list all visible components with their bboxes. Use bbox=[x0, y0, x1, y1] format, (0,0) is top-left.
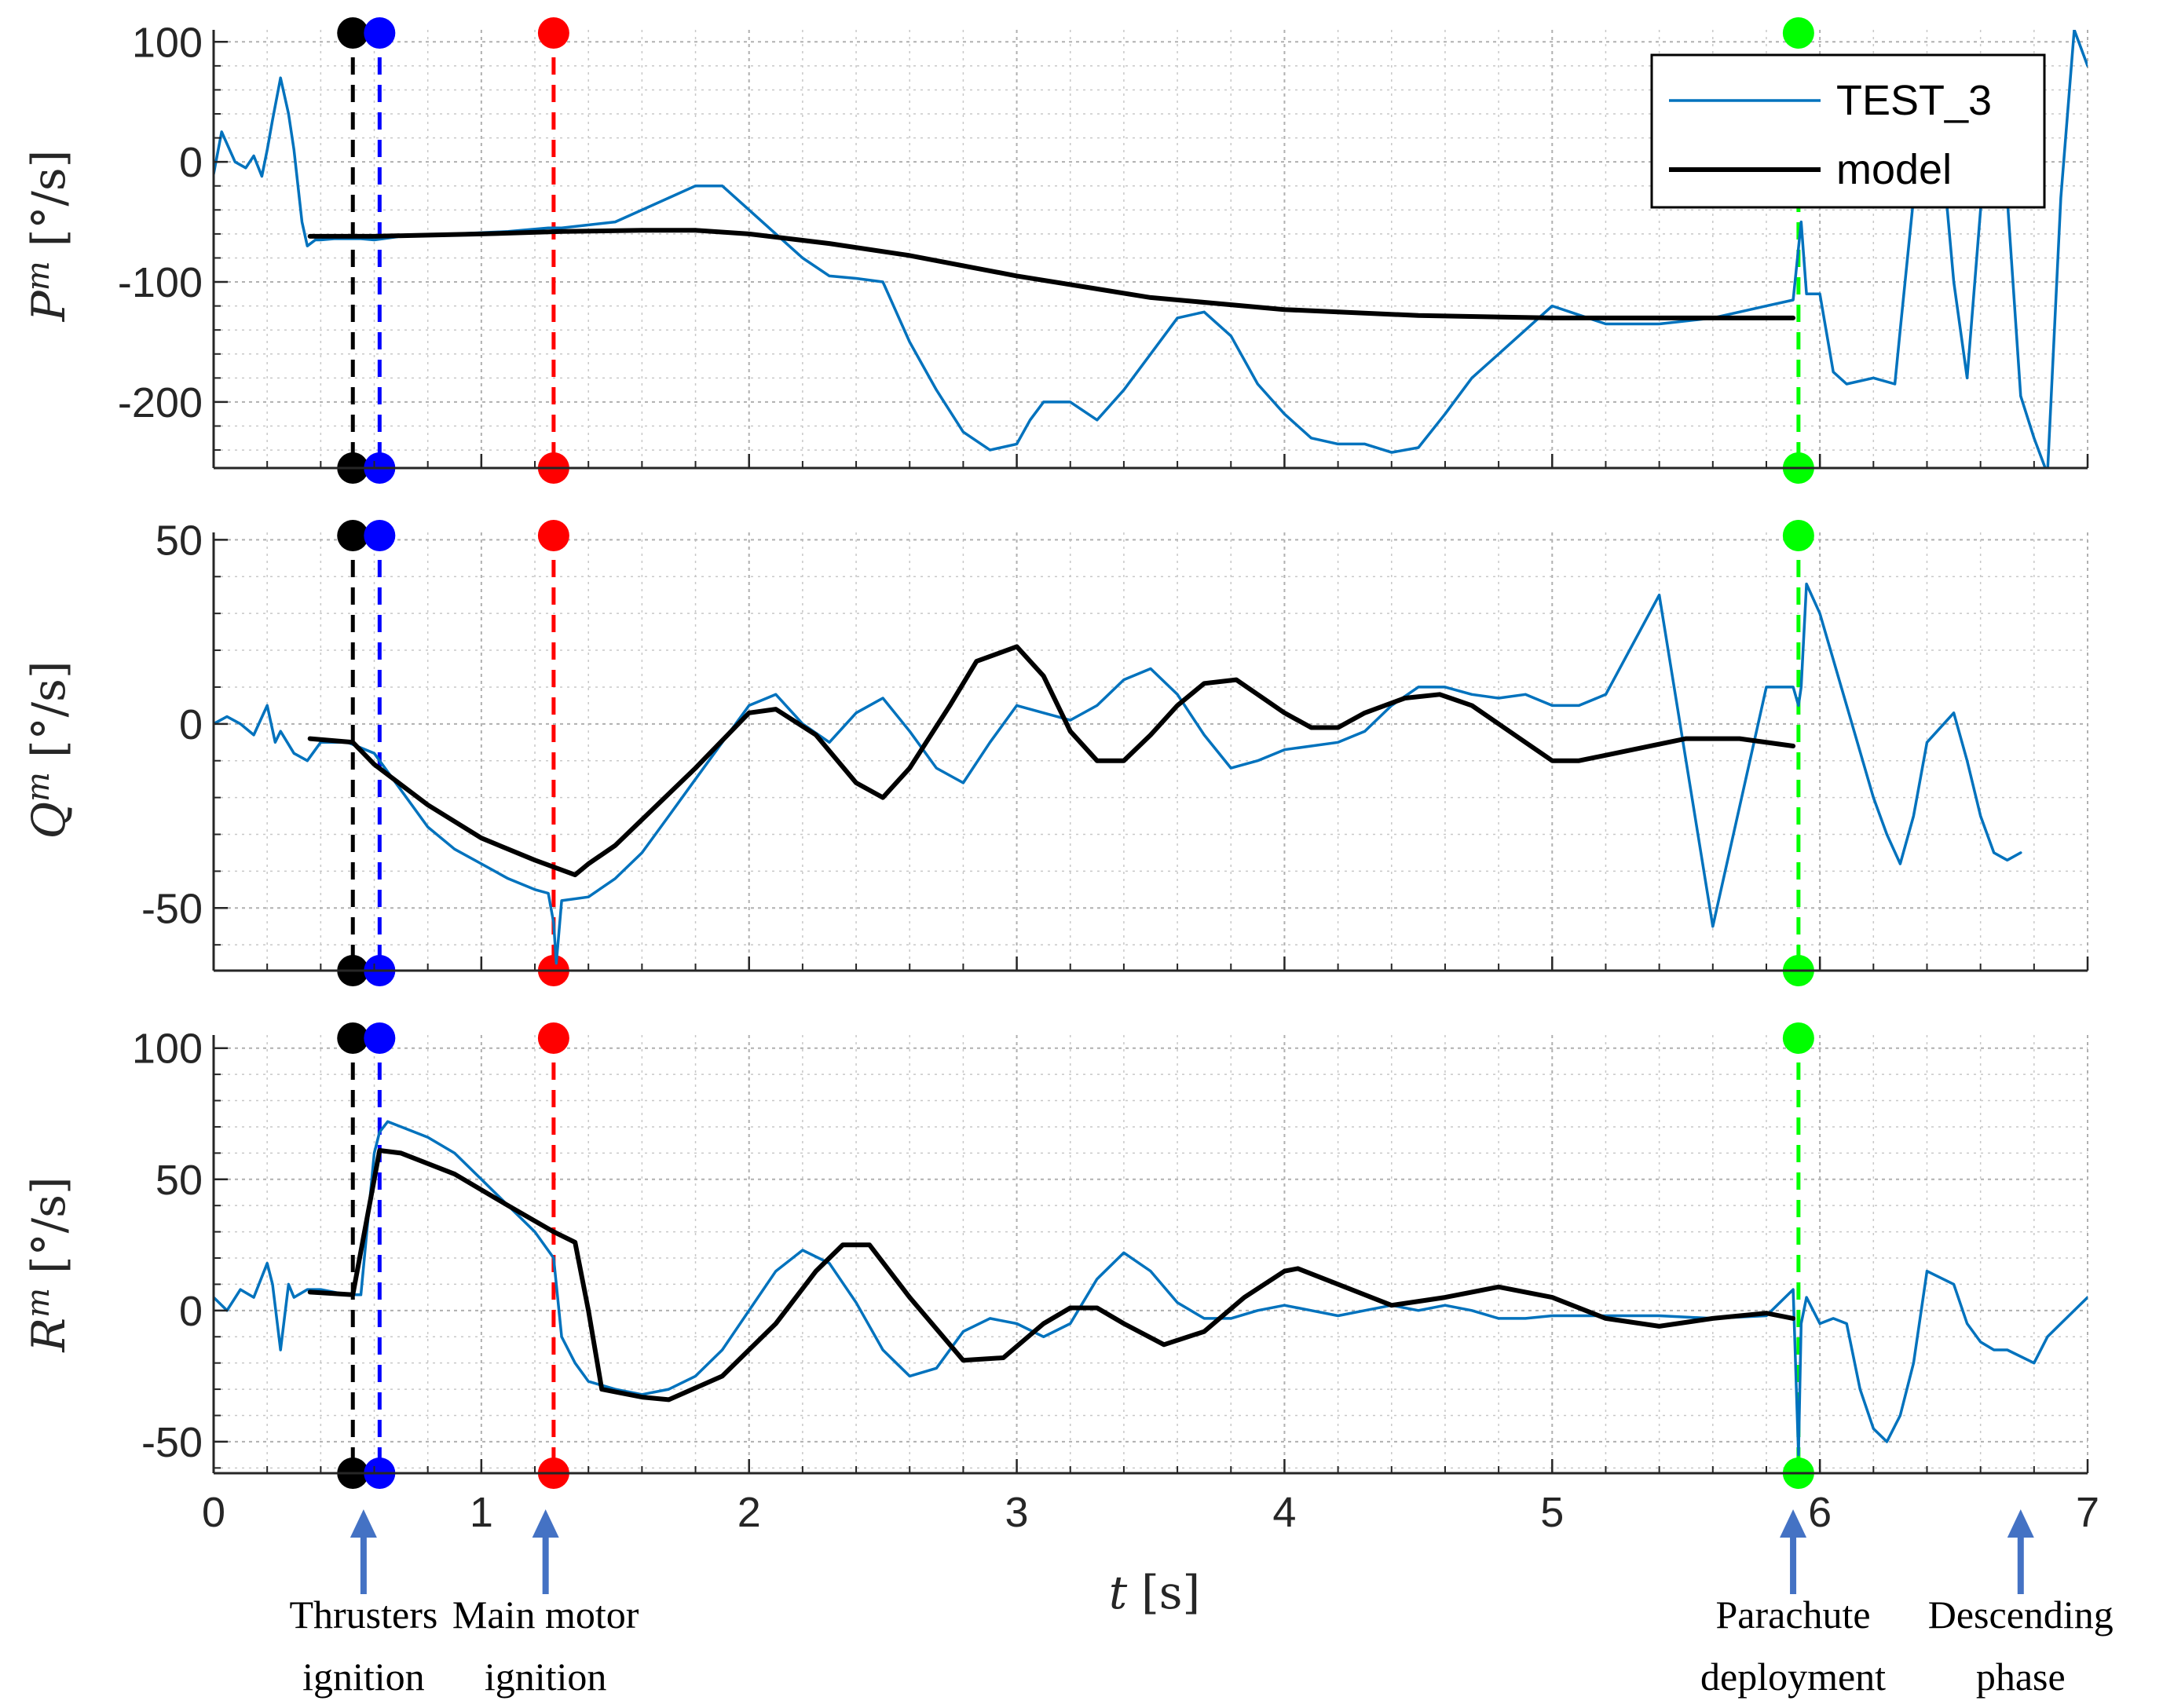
legend: TEST_3 model bbox=[1650, 53, 2046, 209]
x-tick-label: 0 bbox=[202, 1489, 225, 1536]
x-tick-label: 2 bbox=[737, 1489, 761, 1536]
legend-box bbox=[1650, 53, 2046, 209]
y-tick-label-r: -50 bbox=[141, 1419, 203, 1466]
annotation-arrow-head bbox=[532, 1509, 559, 1538]
event-markers bbox=[337, 17, 1814, 1489]
x-axis-label: t [s] bbox=[1109, 1566, 1200, 1619]
event-dot-main-motor-ignition bbox=[537, 520, 569, 551]
axes-frames bbox=[212, 30, 2089, 1475]
y-tick-label-p: -200 bbox=[118, 379, 203, 426]
series-q-test3 bbox=[214, 582, 2022, 965]
annotation-label-line1: Thrusters bbox=[289, 1593, 437, 1637]
y-tick-label-q: 0 bbox=[179, 701, 203, 748]
annotation-label-line1: Descending bbox=[1928, 1593, 2114, 1637]
event-dot-thrusters-command bbox=[337, 17, 369, 49]
y-tick-label-r: 100 bbox=[132, 1026, 203, 1073]
x-tick-label: 4 bbox=[1272, 1489, 1296, 1536]
y-axis-label-q: Qm[°/s] bbox=[20, 660, 75, 839]
annotation-label-line2: ignition bbox=[302, 1655, 425, 1699]
event-dot-thrusters-command bbox=[337, 520, 369, 551]
event-dot-main-motor-ignition bbox=[537, 17, 569, 49]
event-dot-thrusters-ignition bbox=[364, 17, 396, 49]
annotation-label-line1: Parachute bbox=[1715, 1593, 1870, 1637]
series-r-model bbox=[307, 1148, 1796, 1403]
y-tick-label-r: 50 bbox=[156, 1157, 203, 1204]
annotation-arrow-head bbox=[1780, 1509, 1807, 1538]
event-dot-thrusters-ignition bbox=[364, 520, 396, 551]
legend-label-model: model bbox=[1836, 146, 1952, 193]
annotation-arrow-head bbox=[350, 1509, 377, 1538]
series-q-model bbox=[307, 644, 1796, 878]
data-series bbox=[214, 30, 2088, 1457]
grid-lines bbox=[213, 30, 2088, 1473]
event-dot-parachute-deployment bbox=[1782, 1022, 1814, 1054]
y-tick-label-r: 0 bbox=[179, 1288, 203, 1335]
event-dot-thrusters-ignition bbox=[364, 1022, 396, 1054]
y-axis-label-p: Pm[°/s] bbox=[20, 150, 75, 323]
x-tick-label: 3 bbox=[1005, 1489, 1029, 1536]
series-p-test3 bbox=[214, 30, 2088, 468]
series-p-model bbox=[307, 228, 1796, 320]
event-dot-parachute-deployment bbox=[1782, 520, 1814, 551]
x-tick-label: 1 bbox=[470, 1489, 493, 1536]
annotation-arrow-head bbox=[2007, 1509, 2034, 1538]
y-tick-label-q: -50 bbox=[141, 885, 203, 932]
y-axis-label-r: Rm[°/s] bbox=[20, 1176, 75, 1352]
annotation-label-line2: deployment bbox=[1700, 1655, 1886, 1699]
series-r-test3 bbox=[214, 1120, 2088, 1457]
x-tick-label: 7 bbox=[2076, 1489, 2099, 1536]
y-tick-label-p: 100 bbox=[132, 19, 203, 66]
legend-label-test3: TEST_3 bbox=[1836, 77, 1992, 124]
tick-labels: 100 0 -100 -200 50 0 -50 100 50 0 -50 0 1 2 3 4 5 6 7 bbox=[118, 19, 2099, 1536]
y-tick-label-p: 0 bbox=[179, 139, 203, 186]
event-dot-main-motor-ignition bbox=[537, 1022, 569, 1054]
y-tick-label-p: -100 bbox=[118, 259, 203, 306]
event-dot-parachute-deployment bbox=[1782, 17, 1814, 49]
phase-annotations: Thrusters ignition Main motor ignition Parac… bbox=[289, 1509, 2114, 1699]
annotation-label-line1: Main motor bbox=[452, 1593, 639, 1637]
annotation-label-line2: ignition bbox=[485, 1655, 607, 1699]
x-tick-label: 5 bbox=[1540, 1489, 1564, 1536]
x-tick-label: 6 bbox=[1808, 1489, 1832, 1536]
event-dot-thrusters-command bbox=[337, 1022, 369, 1054]
annotation-label-line2: phase bbox=[1976, 1655, 2066, 1699]
y-tick-label-q: 50 bbox=[156, 517, 203, 564]
